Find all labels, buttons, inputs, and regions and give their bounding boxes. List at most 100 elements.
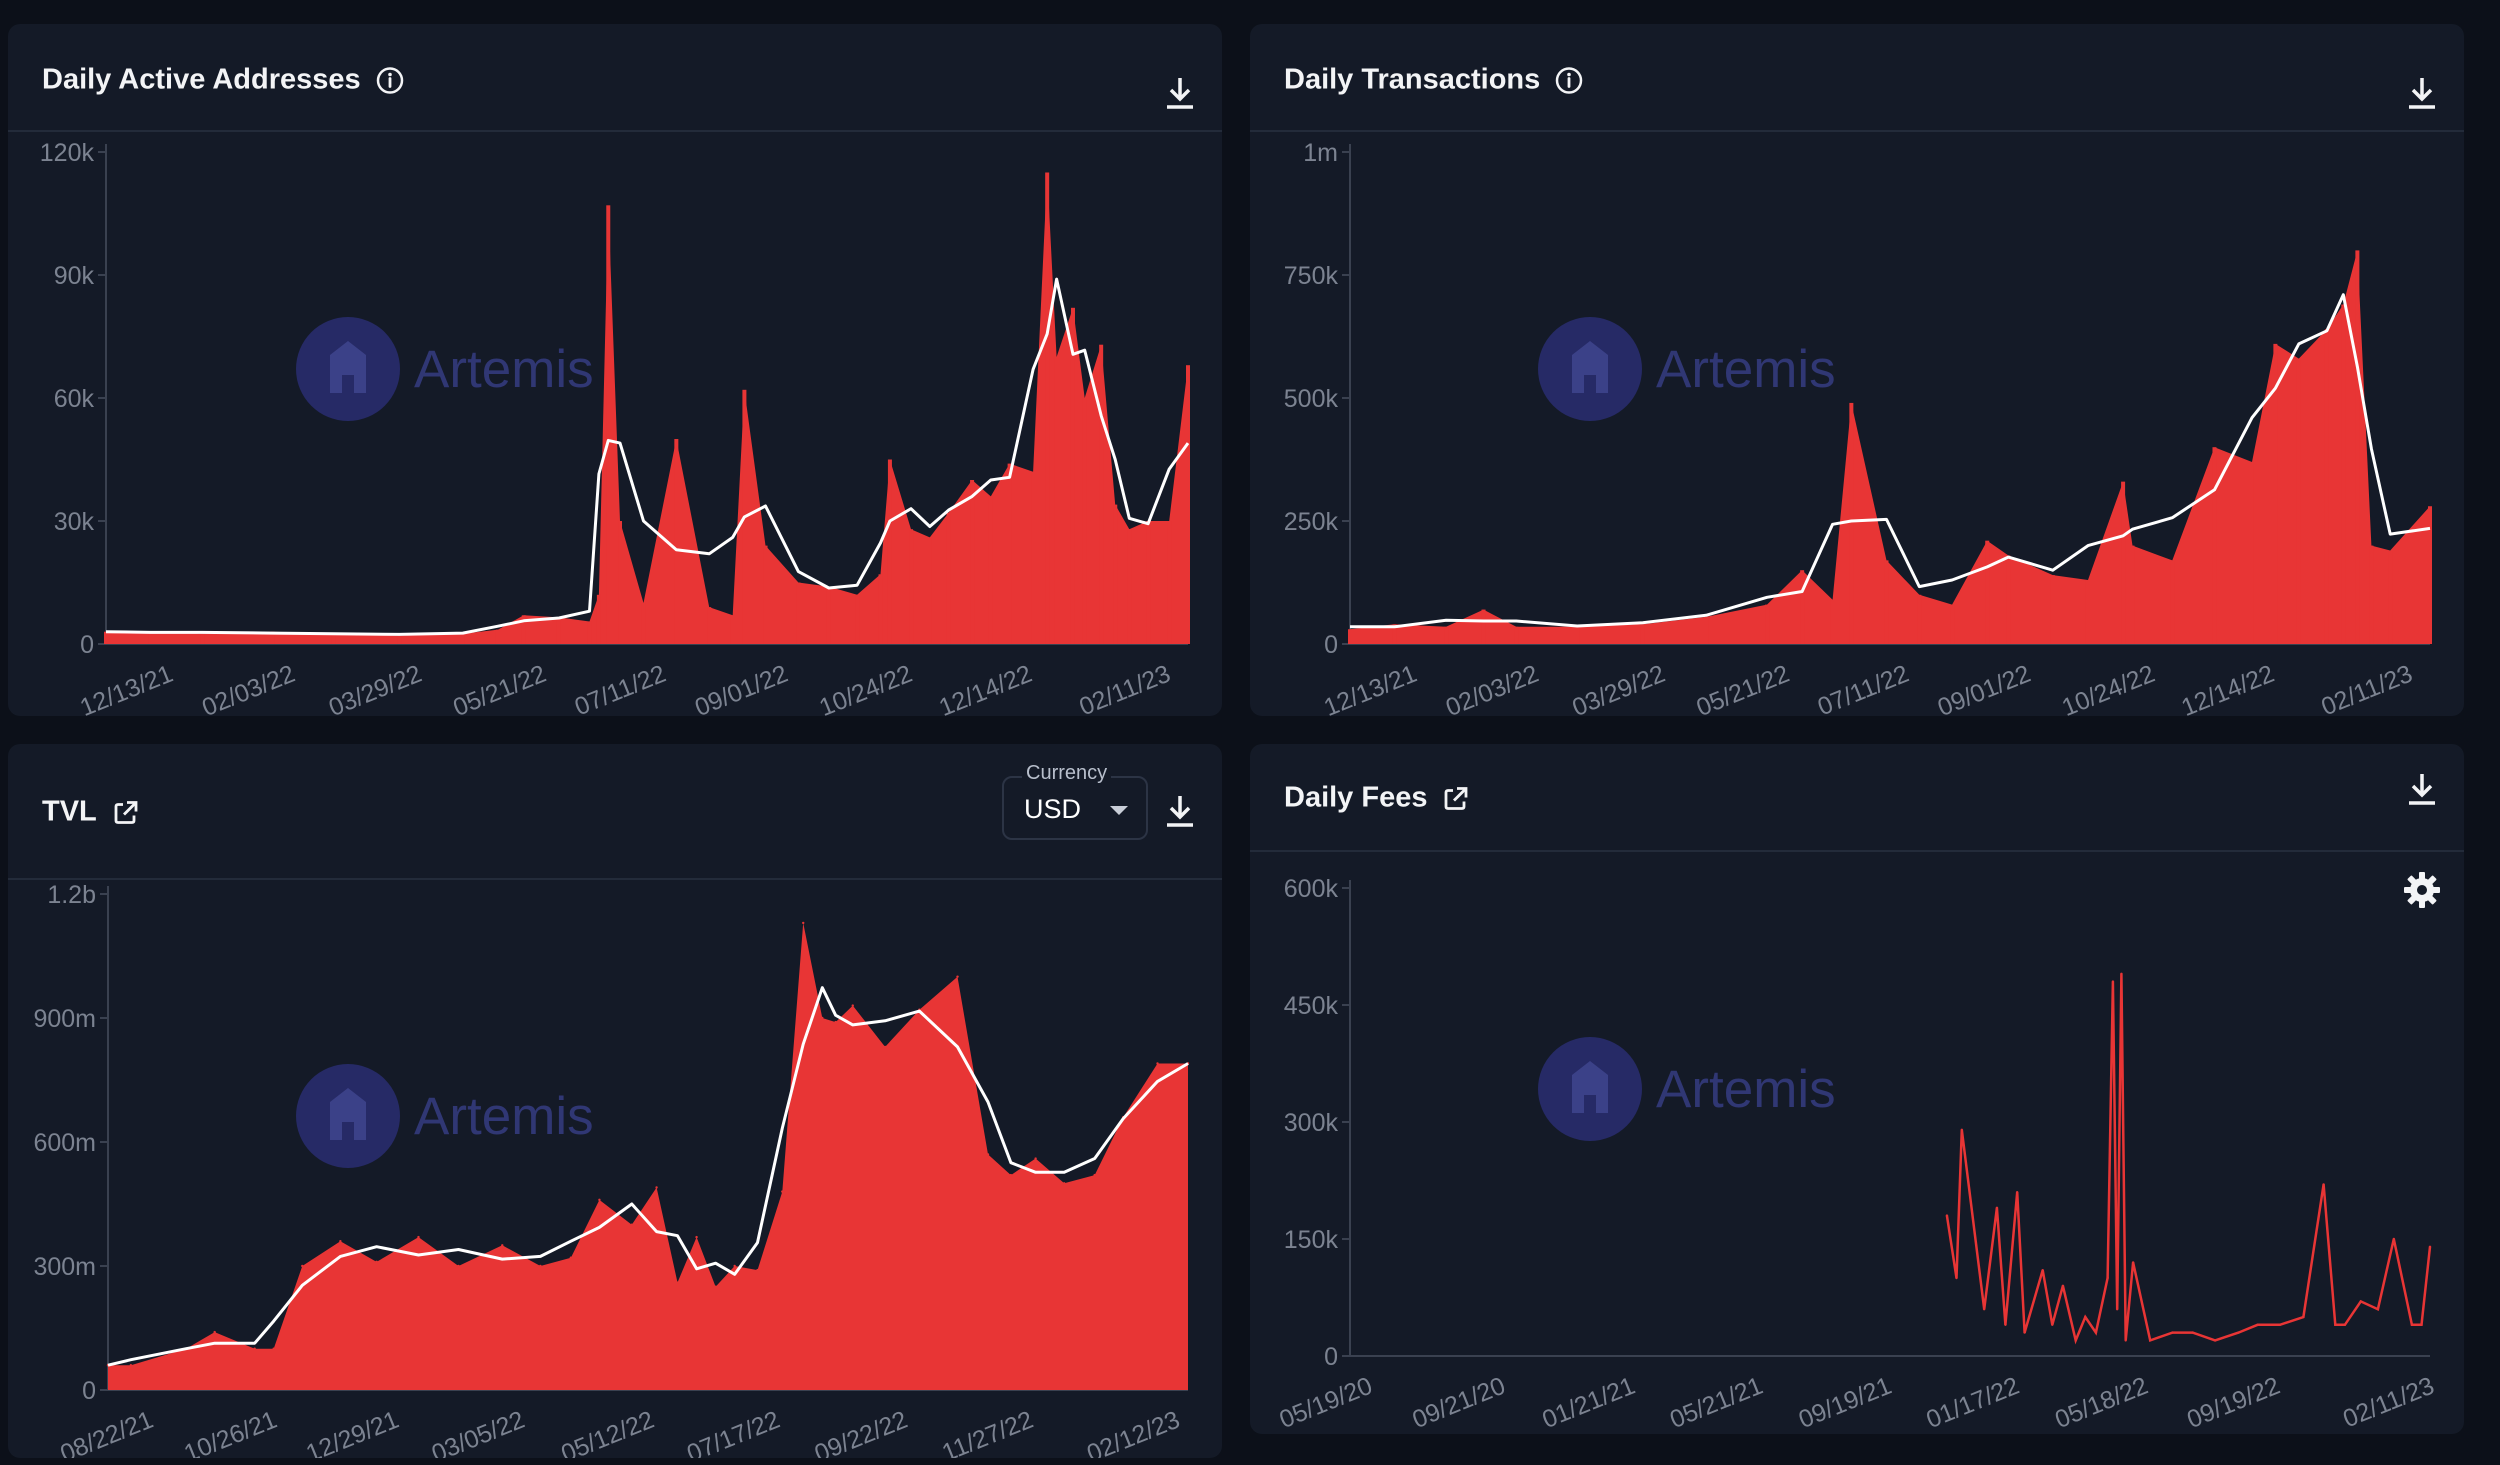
x-tick-label: 09/21/20 [1409, 1372, 1510, 1434]
info-icon[interactable] [1554, 65, 1584, 95]
panel-title-text: Daily Fees [1284, 781, 1428, 814]
data-point [301, 1264, 304, 1268]
panel-daily-fees: Daily Fees Artemis 0 150k 300k 450k 600 [1250, 744, 2464, 1434]
panel-title: Daily Fees [1284, 782, 1471, 815]
x-tick-label: 10/24/22 [815, 660, 916, 716]
data-bar [495, 629, 500, 644]
panel-title-text: TVL [42, 795, 97, 828]
series-area [1350, 250, 2430, 644]
data-point [2302, 1315, 2305, 1319]
data-bar [909, 529, 914, 644]
data-point [781, 1190, 784, 1193]
data-bar [2121, 481, 2126, 644]
data-point [2376, 1308, 2380, 1311]
data-point [2343, 1323, 2347, 1326]
data-bar [2130, 545, 2135, 644]
x-tick-label: 11/27/22 [938, 1406, 1037, 1458]
data-bar [1704, 616, 1709, 644]
data-bar [1070, 307, 1075, 644]
data-point [1034, 1157, 1037, 1160]
data-point [2278, 1323, 2282, 1326]
data-point [986, 1153, 990, 1156]
data-point [2106, 1276, 2109, 1280]
download-icon[interactable] [2404, 74, 2440, 112]
artemis-watermark: Artemis [296, 317, 594, 421]
x-tick-label: 01/17/22 [1922, 1372, 2023, 1434]
y-tick-label: 120k [40, 139, 95, 167]
data-bar [397, 635, 402, 644]
data-bar [2428, 506, 2432, 644]
data-point [569, 1256, 573, 1259]
data-point [2392, 1237, 2396, 1241]
data-bar [2369, 545, 2374, 644]
panel-title-text: Daily Active Addresses [42, 63, 361, 96]
gear-icon[interactable] [2402, 870, 2442, 910]
data-bar [674, 439, 679, 644]
x-tick-label: 02/03/22 [198, 660, 299, 716]
series-area [108, 922, 1188, 1390]
data-bar [1830, 599, 1835, 644]
data-bar [1481, 609, 1486, 644]
download-icon[interactable] [2404, 770, 2440, 808]
data-bar [927, 537, 932, 644]
x-tick-label: 09/01/22 [1934, 660, 2035, 716]
chevron-down-icon [1110, 806, 1128, 815]
data-bar [2341, 304, 2346, 644]
data-point [2131, 1261, 2135, 1264]
external-link-icon[interactable] [1441, 783, 1471, 813]
artemis-watermark: Artemis [296, 1064, 594, 1168]
info-icon[interactable] [375, 65, 405, 95]
data-point [1062, 1182, 1066, 1185]
data-bar [460, 633, 465, 644]
data-point [630, 1223, 634, 1226]
data-point [1093, 1173, 1096, 1177]
data-point [802, 921, 805, 925]
x-tick-label: 09/19/22 [2183, 1372, 2284, 1434]
data-bar [596, 594, 601, 644]
x-tick-label: 02/11/23 [2339, 1372, 2438, 1434]
currency-select[interactable]: Currency USD [1002, 762, 1148, 840]
data-bar [1950, 604, 1955, 644]
data-point [2084, 1315, 2087, 1319]
data-bar [1167, 521, 1172, 644]
data-point [2171, 1331, 2174, 1334]
data-bar [887, 459, 892, 644]
artemis-logo-mark [330, 1088, 366, 1140]
data-bar [1348, 629, 1352, 644]
y-tick-label: 750k [1284, 262, 1339, 290]
chart-tvl: Artemis 0 300m 600m 900m 1.2b 08/22/21 10/26/21… [33, 881, 1190, 1458]
artemis-logo-mark [1572, 1061, 1608, 1113]
watermark-text: Artemis [1656, 340, 1836, 399]
download-icon[interactable] [1162, 74, 1198, 112]
y-tick-label: 600k [1284, 875, 1339, 903]
data-point [2120, 972, 2123, 975]
data-point [375, 1260, 378, 1264]
data-bar [1113, 504, 1118, 644]
moving-average-line [107, 986, 1189, 1367]
data-bar [2050, 575, 2055, 644]
panel-title: TVL [42, 796, 141, 829]
data-bar [946, 512, 951, 644]
y-tick-label: 300k [1284, 1109, 1339, 1137]
series-area [106, 172, 1188, 644]
data-point [501, 1244, 504, 1247]
x-tick-label: 03/05/22 [428, 1406, 529, 1458]
external-link-icon[interactable] [111, 797, 141, 827]
y-tick-label: 60k [54, 385, 95, 413]
data-bar [1099, 344, 1104, 644]
x-tick-label: 07/17/22 [683, 1406, 784, 1458]
data-point [676, 1281, 679, 1284]
data-point [2074, 1339, 2077, 1342]
data-point [1982, 1308, 1986, 1311]
data-bar [1054, 357, 1059, 644]
data-bar [763, 545, 768, 644]
data-point [272, 1347, 275, 1350]
data-bar [1849, 402, 1854, 644]
download-icon[interactable] [1162, 792, 1198, 830]
data-point [457, 1264, 460, 1268]
x-tick-label: 02/03/22 [1442, 660, 1543, 716]
data-point [2359, 1300, 2363, 1303]
data-bar [707, 607, 712, 644]
data-bar [988, 496, 993, 644]
y-tick-label: 0 [1324, 631, 1338, 659]
